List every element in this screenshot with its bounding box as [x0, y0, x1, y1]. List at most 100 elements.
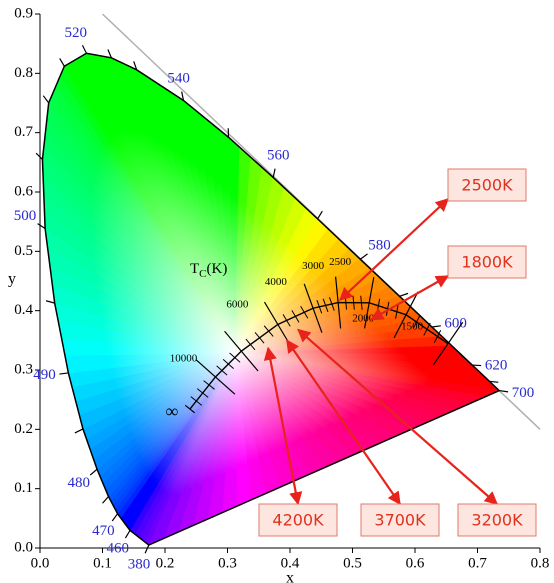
wavelength-tick: [107, 49, 112, 59]
callout-label: 3200K: [471, 511, 523, 530]
callout-box: [457, 503, 537, 537]
wavelength-label: 580: [368, 238, 391, 254]
isotherm-minor: [245, 338, 256, 351]
temperature-label: 2500: [329, 256, 352, 268]
temperature-label: 2000: [352, 312, 375, 324]
callout-box: [447, 168, 527, 202]
isotherm-minor: [316, 300, 323, 314]
isotherm: [195, 359, 236, 395]
wavelength-label: 460: [106, 541, 129, 557]
wavelength-tick: [499, 389, 509, 393]
isotherm-minor: [229, 352, 241, 363]
y-tick-label: 0.5: [14, 243, 33, 259]
isotherm-minor: [222, 359, 234, 370]
wavelength-label: 600: [444, 316, 467, 332]
x-tick-label: 0.5: [343, 555, 362, 571]
isotherm-minor: [291, 310, 300, 323]
isotherm-minor: [203, 380, 215, 390]
temperature-label: 6000: [226, 299, 249, 311]
y-tick-label: 0.9: [14, 5, 33, 21]
temperature-label: 10000: [170, 352, 198, 364]
callout-label: 1800K: [461, 253, 513, 272]
wavelength-tick: [59, 372, 69, 375]
x-tick-label: 0.1: [93, 555, 112, 571]
x-tick-label: 0.3: [218, 555, 237, 571]
wavelength-tick: [35, 152, 43, 160]
wavelength-label: 470: [92, 523, 115, 539]
isotherm-minor: [190, 396, 203, 406]
callout-box: [447, 245, 527, 279]
wavelength-tick: [102, 496, 109, 504]
temperature-label: 3000: [302, 260, 325, 272]
callout-box: [360, 503, 440, 537]
y-tick-label: 0.7: [14, 124, 33, 140]
isotherm-minor: [196, 388, 209, 398]
wavelength-tick: [45, 300, 55, 304]
y-tick-label: 0.8: [14, 65, 33, 81]
callout-arrow: [297, 328, 498, 505]
wavelength-tick: [144, 544, 150, 554]
wavelength-label: 560: [267, 147, 290, 163]
isotherm: [184, 404, 196, 414]
y-tick-label: 0.1: [14, 480, 33, 496]
wavelength-tick: [81, 44, 87, 54]
temperature-label: 1500: [401, 320, 424, 332]
isotherm-minor: [329, 297, 335, 311]
wavelength-tick: [181, 91, 185, 101]
planckian-title: TC(K): [190, 261, 227, 279]
planckian-title-t: T: [190, 261, 199, 277]
wavelength-tick: [399, 292, 409, 297]
wavelength-label: 520: [64, 25, 87, 41]
y-axis-label: y: [8, 271, 16, 288]
wavelength-label: 620: [485, 358, 508, 374]
gamut: [41, 52, 501, 546]
x-tick-label: 0.4: [281, 555, 300, 571]
wavelength-tick: [124, 530, 131, 539]
callout-label: 4200K: [272, 511, 324, 530]
isotherm-minor: [282, 314, 291, 327]
isotherm-minor: [322, 298, 329, 313]
planckian-title-sub: C: [199, 268, 206, 280]
wavelength-tick: [42, 95, 50, 104]
plot: 0.0 0.1 0.2 0.3 0.4 0.5 0.6 0.7 0.8 0.0 0.1 0.2 0.3 0…: [14, 5, 550, 572]
isotherm-minor: [254, 332, 265, 344]
y-tick-label: 0.4: [14, 302, 33, 318]
wavelength-tick: [359, 253, 368, 260]
wavelength-label: 490: [33, 367, 56, 383]
x-axis-label: x: [286, 570, 294, 583]
temperature-label: ∞: [166, 401, 179, 421]
y-tick-label: 0.3: [14, 361, 33, 377]
planckian-title-unit: (K): [207, 261, 228, 277]
wavelength-tick: [133, 61, 138, 71]
isotherm-minor: [263, 325, 274, 337]
wavelength-tick: [111, 513, 119, 522]
wavelength-label: 380: [128, 557, 151, 573]
isotherm-minor: [300, 306, 309, 319]
callout-arrow: [370, 275, 450, 321]
isotherm: [335, 276, 342, 329]
y-tick-label: 0.0: [14, 539, 33, 555]
wavelength-label: 500: [14, 208, 37, 224]
wavelength-tick: [317, 210, 323, 220]
wavelength-label: 540: [167, 70, 190, 86]
x-tick-label: 0.6: [406, 555, 425, 571]
callout-box: [258, 503, 338, 537]
y-tick-label: 0.2: [14, 421, 33, 437]
callout-arrow: [339, 198, 449, 301]
callout-label: 3700K: [374, 511, 426, 530]
wavelength-tick: [431, 325, 441, 328]
x-tick-label: 0.8: [531, 555, 550, 571]
callout-label: 2500K: [461, 176, 513, 195]
spectral-locus: [41, 52, 501, 546]
wavelength-tick: [272, 168, 276, 178]
wavelength-label: 480: [67, 475, 90, 491]
y-tick-label: 0.6: [14, 183, 33, 199]
wavelength-tick: [89, 468, 98, 476]
x-tick-label: 0.0: [31, 555, 50, 571]
wavelength-tick: [37, 223, 46, 230]
wavelength-tick: [74, 428, 84, 434]
x-tick-label: 0.2: [156, 555, 175, 571]
wavelength-tick: [59, 58, 65, 67]
wavelength-label: 700: [512, 385, 535, 401]
